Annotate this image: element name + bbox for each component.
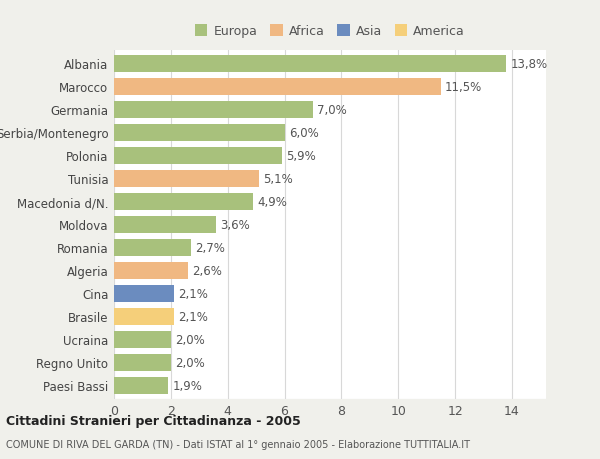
Text: COMUNE DI RIVA DEL GARDA (TN) - Dati ISTAT al 1° gennaio 2005 - Elaborazione TUT: COMUNE DI RIVA DEL GARDA (TN) - Dati IST… [6, 440, 470, 449]
Text: 1,9%: 1,9% [172, 379, 202, 392]
Text: 2,6%: 2,6% [192, 264, 222, 277]
Text: 11,5%: 11,5% [445, 81, 482, 94]
Bar [114, 171, 259, 187]
Text: 2,7%: 2,7% [195, 241, 225, 254]
Text: 3,6%: 3,6% [221, 218, 250, 231]
Text: 4,9%: 4,9% [257, 196, 287, 208]
Text: 2,0%: 2,0% [175, 333, 205, 346]
Bar [114, 56, 506, 73]
Text: Cittadini Stranieri per Cittadinanza - 2005: Cittadini Stranieri per Cittadinanza - 2… [6, 414, 301, 428]
Bar [114, 102, 313, 118]
Text: 2,1%: 2,1% [178, 287, 208, 300]
Bar [114, 240, 191, 256]
Bar [114, 148, 281, 164]
Text: 7,0%: 7,0% [317, 104, 347, 117]
Text: 13,8%: 13,8% [511, 58, 548, 71]
Bar [114, 331, 171, 348]
Bar [114, 79, 441, 95]
Bar [114, 194, 253, 210]
Text: 5,1%: 5,1% [263, 173, 293, 185]
Legend: Europa, Africa, Asia, America: Europa, Africa, Asia, America [193, 23, 467, 41]
Bar [114, 308, 173, 325]
Bar [114, 285, 173, 302]
Bar [114, 263, 188, 279]
Bar [114, 217, 217, 233]
Bar [114, 354, 171, 371]
Bar [114, 377, 168, 394]
Text: 5,9%: 5,9% [286, 150, 316, 162]
Text: 6,0%: 6,0% [289, 127, 319, 140]
Text: 2,1%: 2,1% [178, 310, 208, 323]
Text: 2,0%: 2,0% [175, 356, 205, 369]
Bar [114, 125, 284, 141]
